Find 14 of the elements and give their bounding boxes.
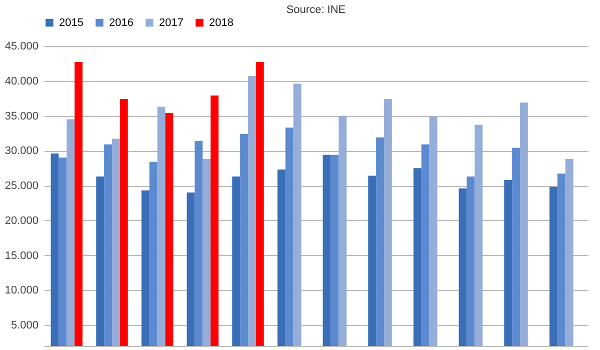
y-tick-label: 5.000 [10,320,38,332]
y-tick-label: 10.000 [4,284,38,297]
legend-label: 2017 [159,16,184,29]
y-tick-label: 25.000 [4,180,38,192]
y-tick-label: 20.000 [4,214,38,227]
y-tick-label: 45.000 [4,40,38,52]
source-note: Source: INE [286,4,346,16]
legend-label: 2016 [109,16,134,29]
y-tick-label: 30.000 [4,145,38,158]
y-tick-label: 35.000 [4,110,38,122]
y-tick-label: 15.000 [4,250,38,262]
legend-label: 2018 [209,16,234,29]
y-tick-label: 40.000 [4,75,38,88]
legend-label: 2015 [59,16,84,29]
